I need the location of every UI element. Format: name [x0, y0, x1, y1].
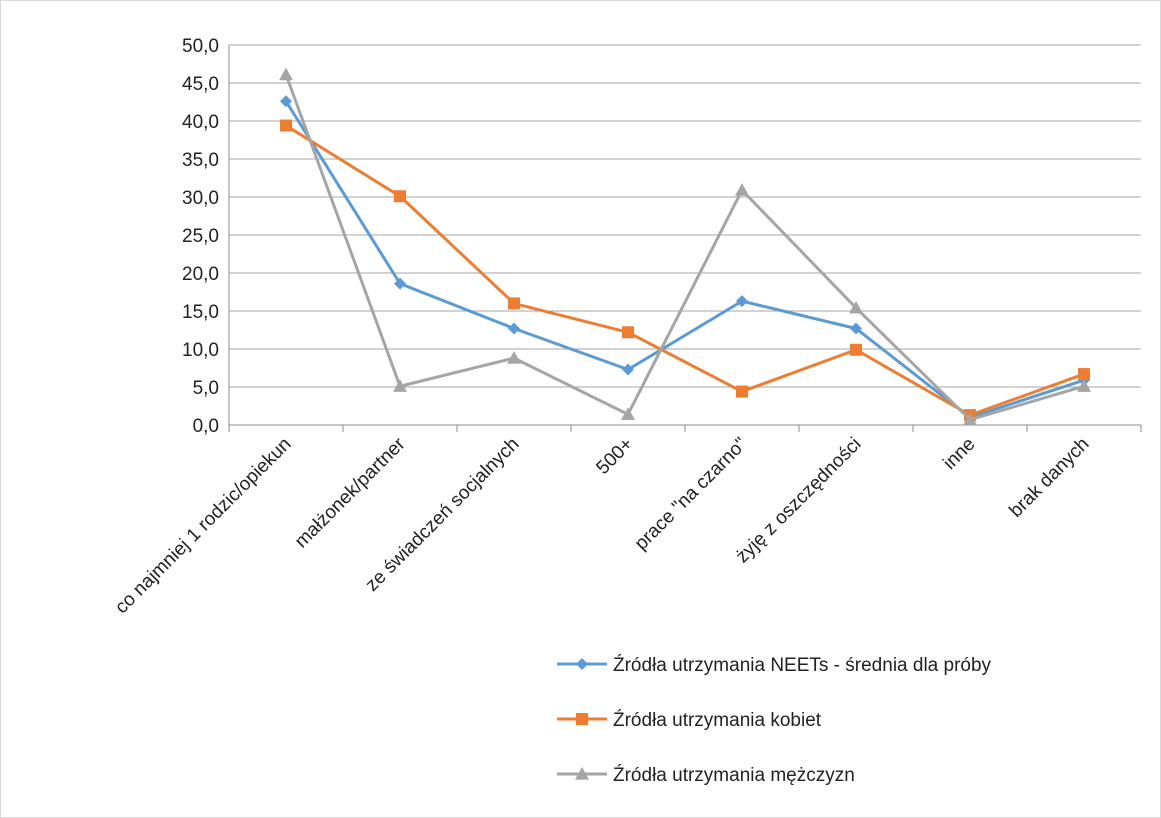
data-point [508, 297, 520, 310]
series-3 [279, 67, 1091, 426]
x-tick-label: prace "na czarno" [631, 434, 752, 555]
gridlines [229, 44, 1141, 388]
data-point [280, 95, 292, 108]
y-tick-label: 30,0 [182, 188, 219, 209]
y-tick-label: 10,0 [182, 340, 219, 361]
data-point [622, 363, 634, 376]
data-point [621, 407, 635, 420]
data-point [393, 379, 407, 392]
data-point [508, 322, 520, 335]
x-tick-label: 500+ [592, 434, 637, 479]
data-point [736, 295, 748, 308]
legend-marker [575, 767, 589, 780]
legend-label: Źródła utrzymania kobiet [613, 710, 822, 731]
series-2 [280, 119, 1090, 422]
data-point [280, 119, 292, 132]
data-point [736, 385, 748, 398]
series-line [284, 74, 1085, 422]
axes [228, 45, 1142, 432]
y-tick-label: 15,0 [182, 302, 219, 323]
y-tick-label: 45,0 [182, 74, 219, 95]
x-tick-label: co najmniej 1 rodzic/opiekun [111, 434, 295, 618]
x-tick-label: brak danych [1005, 434, 1093, 522]
data-point [507, 351, 521, 364]
data-point [849, 300, 863, 314]
data-point [735, 183, 749, 196]
data-point [850, 322, 862, 335]
legend-label: Źródła utrzymania mężczyzn [613, 765, 855, 786]
x-tick-label: małżonek/partner [291, 433, 410, 552]
x-tick-label: żyję z oszczędności [732, 434, 866, 568]
y-tick-labels: 0,0 5,0 10,0 15,0 20,0 25,0 30,0 35,0 40,0 45,0 50… [182, 36, 219, 437]
series-line [284, 100, 1085, 419]
legend: Źródła utrzymania NEETs - średnia dla pr… [557, 655, 992, 786]
data-point [394, 190, 406, 203]
legend-label: Źródła utrzymania NEETs - średnia dla pr… [613, 655, 992, 676]
legend-item: Źródła utrzymania NEETs - średnia dla pr… [557, 655, 992, 676]
data-point [622, 326, 634, 339]
y-tick-label: 35,0 [182, 150, 219, 171]
x-tick-labels: co najmniej 1 rodzic/opiekunmałżonek/par… [111, 433, 1093, 618]
data-point [963, 412, 977, 426]
y-tick-label: 5,0 [193, 378, 219, 399]
y-tick-label: 50,0 [182, 36, 219, 57]
series-lines [279, 67, 1091, 426]
y-tick-label: 0,0 [193, 416, 219, 437]
legend-item: Źródła utrzymania mężczyzn [557, 765, 855, 786]
x-tick-label: inne [939, 434, 979, 474]
y-tick-label: 20,0 [182, 264, 219, 285]
data-point [1077, 379, 1091, 392]
data-point [279, 67, 293, 81]
legend-marker [576, 713, 588, 725]
series-line [285, 124, 1085, 417]
y-tick-label: 25,0 [182, 226, 219, 247]
data-point [394, 277, 406, 290]
data-point [1078, 368, 1090, 381]
y-tick-label: 40,0 [182, 112, 219, 133]
series-1 [280, 95, 1090, 424]
legend-marker [576, 658, 588, 670]
data-point [850, 343, 862, 356]
legend-item: Źródła utrzymania kobiet [557, 710, 822, 731]
